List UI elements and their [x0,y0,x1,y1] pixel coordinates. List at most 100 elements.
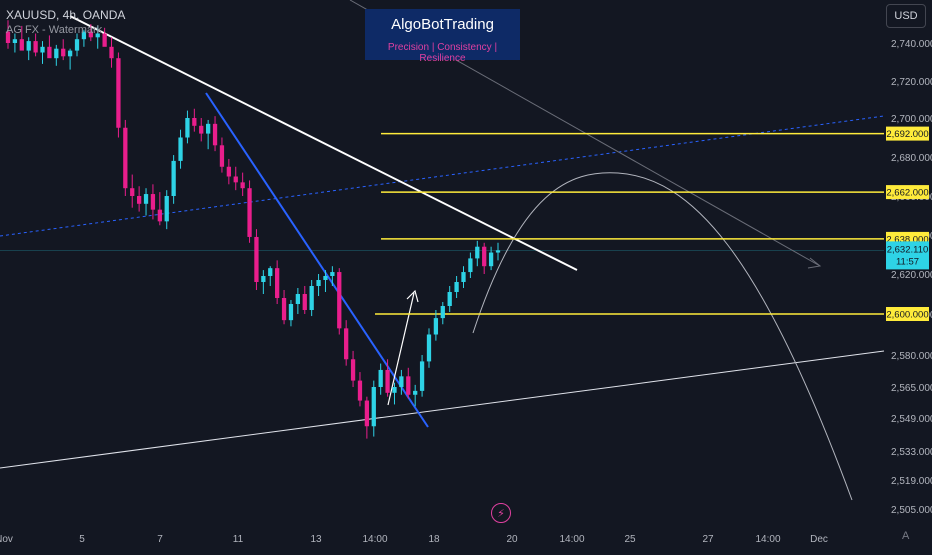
time-tick-label: 14:00 [559,534,584,545]
candle-body [26,41,31,51]
candle-body [212,123,218,146]
candle-body [219,145,225,167]
price-tick-label: 2,565.000 [891,383,932,394]
candle-body [309,286,314,310]
candle-body [74,39,80,51]
lightning-icon[interactable]: ⚡ [491,503,511,523]
candle-body [199,125,204,134]
blue-dashed-trendline [0,115,885,237]
candle-body [371,387,376,427]
candle-body [447,292,452,306]
candle-body [54,48,59,59]
candle-body [130,188,135,196]
candle-body [454,282,459,292]
candle-body [385,369,390,393]
candle-body [275,268,280,298]
candle-body [143,194,149,204]
candle-body [295,294,300,304]
price-tick-label: 2,580.000 [891,351,932,362]
candle-body [164,196,169,222]
candle-body [88,31,93,38]
time-tick-label: 20 [506,534,518,545]
candle-body [488,252,494,267]
candle-body [302,294,307,310]
candle-body [350,359,356,381]
auto-scale-button[interactable]: A [902,530,910,542]
grey-arrowhead [807,257,822,269]
price-tick-label: 2,680.000 [891,153,932,164]
candle-body [178,137,183,161]
candle-body [61,48,66,57]
candle-body [268,268,273,276]
candle-body [102,33,107,47]
blue-downtrend-line [205,92,429,428]
candle-body [344,328,349,360]
candle-body [81,31,87,40]
price-tick-label: 2,720.000 [891,77,932,88]
candle-body [40,46,45,53]
indicator-label: AG FX - Watermark [6,24,103,36]
current-price-tag [886,241,929,270]
price-tick-label: 2,740.000 [891,39,932,50]
candle-body [413,390,418,395]
candle-body [226,166,231,177]
symbol-title: XAUUSD, 4h, OANDA [6,8,126,22]
candle-body [482,246,487,267]
brand-watermark: AlgoBotTrading Precision | Consistency |… [365,9,520,64]
currency-button[interactable]: USD [886,4,926,28]
level-price-label: 2,662.000 [886,188,928,199]
candle-body [254,236,259,282]
current-price-label: 2,632.110 [887,244,929,255]
candle-body [206,123,211,134]
level-price-tag [886,126,929,141]
candle-body [12,39,18,43]
price-tick-label: 2,549.000 [891,414,932,425]
time-tick-label: 5 [79,534,85,545]
time-tick-label: 11 [233,534,244,545]
candle-body [5,31,11,43]
candle-body [364,400,370,427]
level-price-label: 2,638.000 [886,234,928,245]
candle-body [185,118,190,138]
candle-body [95,33,100,38]
candle-body [19,39,24,51]
level-price-tag [886,185,929,200]
candle-body [378,369,383,387]
candle-body [171,160,176,196]
brand-title: AlgoBotTrading [391,16,494,33]
candle-body [419,361,425,391]
time-tick-label: 18 [428,534,440,545]
up-arrow-line [387,292,415,406]
upper-downtrend-line [69,15,578,271]
time-tick-label: 25 [624,534,636,545]
level-price-tag [886,307,929,321]
candle-body [261,276,266,282]
countdown-label: 11:57 [896,256,919,267]
candle-body [281,298,287,321]
candle-body [123,127,128,189]
candle-body [392,387,397,393]
candle-body [157,209,162,222]
candle-body [150,194,156,210]
projection-curve [472,172,853,501]
time-tick-label: 7 [157,534,163,545]
level-price-label: 2,600.000 [886,310,928,321]
candle-body [440,306,445,319]
candle-body [116,58,121,128]
candle-body [47,46,52,59]
candle-body [406,376,411,395]
price-tick-label: 2,519.000 [891,476,932,487]
price-tick-label: 2,700.000 [891,114,932,125]
brand-tagline: Precision | Consistency | Resilience [387,42,498,64]
candle-body [109,46,114,59]
price-tick-label: 2,505.000 [891,505,932,516]
candle-body [316,280,321,286]
time-tick-label: Nov [0,534,13,545]
price-tick-label: 2,533.000 [891,447,932,458]
candle-body [337,272,342,329]
candle-body [426,334,432,362]
level-price-label: 2,692.000 [886,129,928,140]
candle-body [323,276,328,280]
